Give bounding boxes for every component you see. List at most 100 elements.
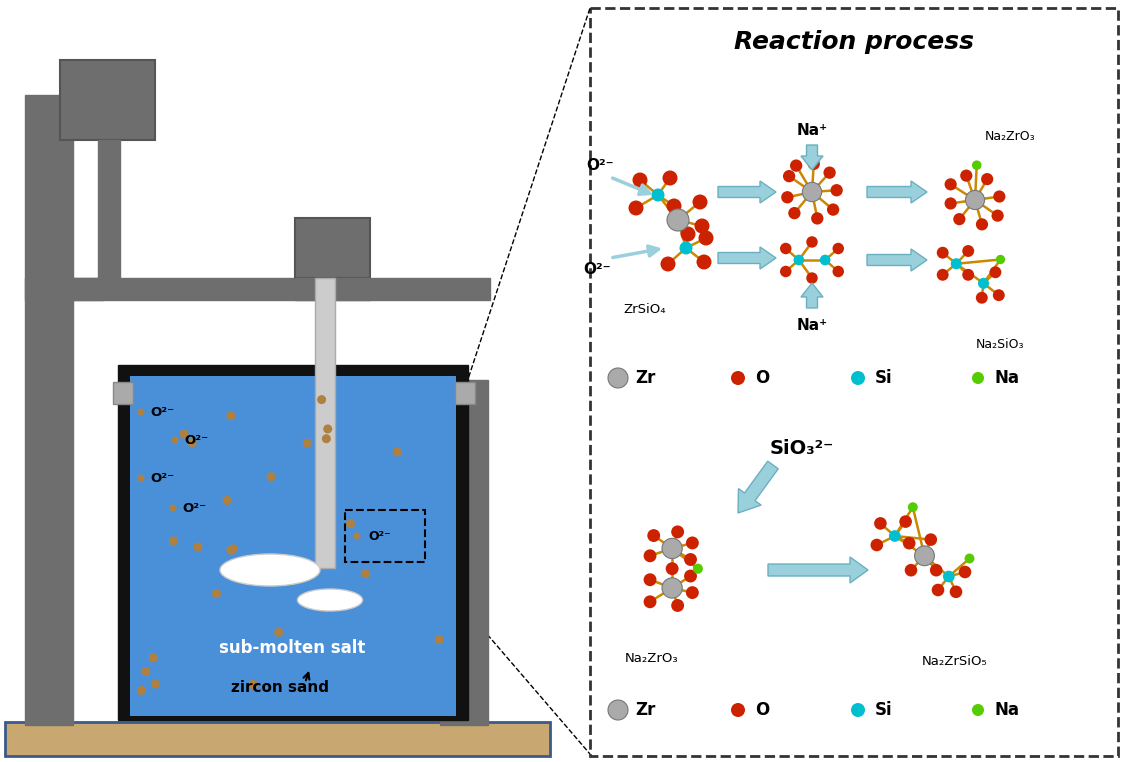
Circle shape [699,230,713,245]
Circle shape [790,159,802,171]
Circle shape [793,255,805,265]
Bar [60,60,156,140]
Bar [316,278,335,568]
Bar [25,278,490,300]
Circle shape [317,395,326,404]
Circle shape [644,573,657,586]
Circle shape [982,173,993,185]
Text: ZrSiO₄: ZrSiO₄ [623,303,666,316]
Circle shape [680,242,692,255]
Text: Zr: Zr [635,369,656,387]
Circle shape [662,578,682,598]
Circle shape [644,549,657,562]
Circle shape [392,447,401,456]
Circle shape [932,584,944,597]
Text: Na: Na [995,701,1020,719]
Circle shape [607,700,628,720]
Text: Si: Si [875,369,893,387]
Circle shape [993,190,1005,203]
Circle shape [694,219,710,233]
Circle shape [971,372,984,384]
Circle shape [267,472,276,482]
Circle shape [802,182,822,202]
Circle shape [851,371,866,385]
FancyArrow shape [867,249,928,271]
Circle shape [686,536,699,549]
FancyArrow shape [801,145,823,170]
Text: O²⁻: O²⁻ [150,405,175,418]
Bar [591,8,1118,756]
Text: O²⁻: O²⁻ [150,472,175,485]
Circle shape [227,546,236,555]
Circle shape [971,161,982,170]
FancyArrow shape [718,181,777,203]
Circle shape [188,438,197,447]
Circle shape [905,564,917,577]
Circle shape [788,207,800,219]
Circle shape [663,171,677,185]
Bar [113,382,133,404]
Circle shape [666,198,682,213]
Circle shape [819,255,831,265]
Circle shape [684,570,696,582]
Circle shape [607,368,628,388]
FancyArrow shape [738,461,779,513]
Circle shape [660,257,675,271]
Circle shape [937,269,949,280]
Circle shape [960,170,973,181]
Circle shape [780,243,791,255]
Circle shape [996,255,1005,264]
Circle shape [647,529,660,542]
Circle shape [672,599,684,612]
Text: Reaction process: Reaction process [734,30,974,54]
Circle shape [149,653,158,662]
Text: Na₂ZrO₃: Na₂ZrO₃ [985,130,1036,143]
Circle shape [137,475,144,482]
Circle shape [672,526,684,538]
Circle shape [346,519,355,528]
Text: Na₂ZrSiO₅: Na₂ZrSiO₅ [922,655,988,668]
Bar [73,278,103,300]
Bar [25,95,73,725]
Circle shape [831,184,843,197]
Text: Na⁺: Na⁺ [797,123,827,138]
Circle shape [930,564,942,577]
Circle shape [731,703,745,717]
Circle shape [222,496,231,505]
Circle shape [629,200,644,216]
Circle shape [666,562,678,575]
Circle shape [962,269,974,280]
Circle shape [889,530,900,542]
Text: Si: Si [875,701,893,719]
Text: O: O [755,369,770,387]
Circle shape [953,213,966,226]
Circle shape [875,517,887,530]
Circle shape [899,515,912,528]
Circle shape [435,636,444,644]
Circle shape [151,680,160,688]
Circle shape [915,546,934,565]
Circle shape [962,245,974,257]
Circle shape [651,188,665,201]
Circle shape [811,213,824,225]
Bar [440,380,488,725]
FancyArrow shape [718,247,777,269]
Ellipse shape [220,554,320,586]
Circle shape [303,439,312,448]
Circle shape [924,533,937,546]
Circle shape [944,197,957,210]
Text: Na₂ZrO₃: Na₂ZrO₃ [625,652,678,665]
Circle shape [937,247,949,258]
Circle shape [950,585,962,598]
Circle shape [137,408,144,415]
Circle shape [992,210,1004,222]
Circle shape [870,539,884,551]
Circle shape [966,190,985,210]
Circle shape [632,172,648,187]
Circle shape [354,533,361,539]
Circle shape [692,194,708,210]
Text: Na: Na [995,369,1020,387]
Bar [455,382,474,404]
Circle shape [971,704,984,716]
Circle shape [169,504,177,511]
